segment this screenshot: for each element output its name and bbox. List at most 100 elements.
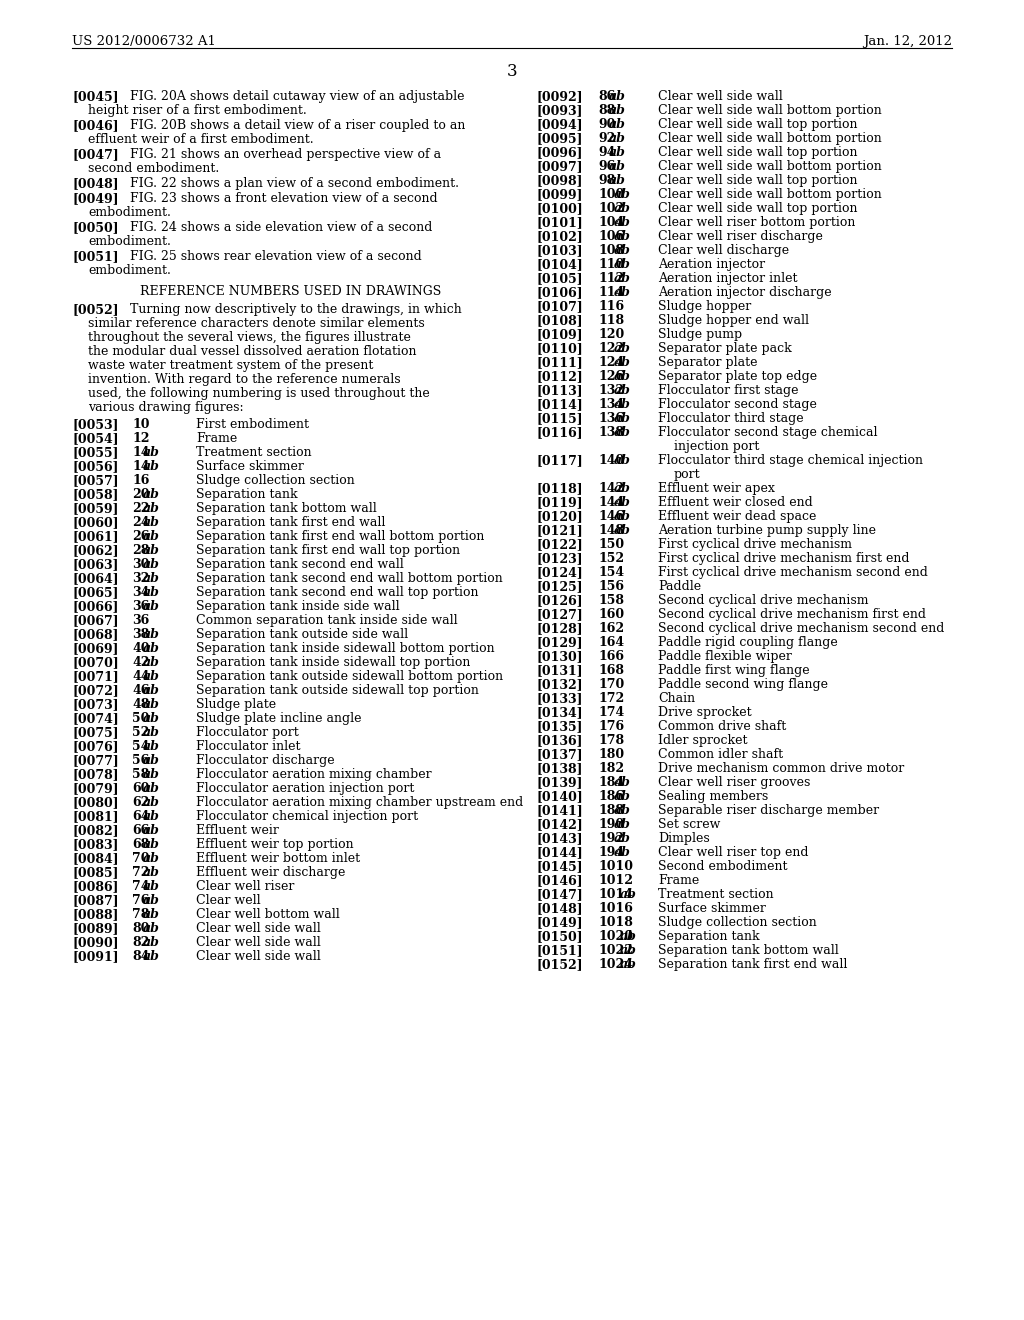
Text: Clear well: Clear well bbox=[196, 894, 261, 907]
Text: ab: ab bbox=[614, 342, 631, 355]
Text: ab: ab bbox=[142, 488, 160, 502]
Text: Effluent weir discharge: Effluent weir discharge bbox=[196, 866, 345, 879]
Text: Flocculator third stage: Flocculator third stage bbox=[658, 412, 804, 425]
Text: Frame: Frame bbox=[196, 432, 238, 445]
Text: 164: 164 bbox=[598, 636, 624, 649]
Text: ab: ab bbox=[614, 454, 631, 467]
Text: 156: 156 bbox=[598, 579, 624, 593]
Text: Surface skimmer: Surface skimmer bbox=[658, 902, 766, 915]
Text: First cyclical drive mechanism first end: First cyclical drive mechanism first end bbox=[658, 552, 909, 565]
Text: [0116]: [0116] bbox=[536, 426, 583, 440]
Text: 134: 134 bbox=[598, 399, 624, 411]
Text: ab: ab bbox=[142, 544, 160, 557]
Text: ab: ab bbox=[142, 572, 160, 585]
Text: [0063]: [0063] bbox=[72, 558, 119, 572]
Text: Flocculator inlet: Flocculator inlet bbox=[196, 741, 300, 752]
Text: 124: 124 bbox=[598, 356, 625, 370]
Text: 3: 3 bbox=[507, 63, 517, 81]
Text: Sludge collection section: Sludge collection section bbox=[658, 916, 817, 929]
Text: 1024: 1024 bbox=[598, 958, 633, 972]
Text: [0085]: [0085] bbox=[72, 866, 119, 879]
Text: ab: ab bbox=[614, 789, 631, 803]
Text: 74: 74 bbox=[132, 880, 150, 894]
Text: Second cyclical drive mechanism: Second cyclical drive mechanism bbox=[658, 594, 868, 607]
Text: [0106]: [0106] bbox=[536, 286, 583, 300]
Text: Flocculator second stage chemical: Flocculator second stage chemical bbox=[658, 426, 878, 440]
Text: 184: 184 bbox=[598, 776, 624, 789]
Text: ab: ab bbox=[609, 132, 626, 145]
Text: 52: 52 bbox=[132, 726, 150, 739]
Text: ab: ab bbox=[142, 936, 160, 949]
Text: 194: 194 bbox=[598, 846, 624, 859]
Text: ab: ab bbox=[614, 370, 631, 383]
Text: 146: 146 bbox=[598, 510, 624, 523]
Text: Separation tank inside sidewall bottom portion: Separation tank inside sidewall bottom p… bbox=[196, 642, 495, 655]
Text: ab: ab bbox=[609, 160, 626, 173]
Text: 32: 32 bbox=[132, 572, 150, 585]
Text: Clear well side wall top portion: Clear well side wall top portion bbox=[658, 202, 857, 215]
Text: [0059]: [0059] bbox=[72, 502, 119, 515]
Text: Jan. 12, 2012: Jan. 12, 2012 bbox=[863, 36, 952, 48]
Text: 1016: 1016 bbox=[598, 902, 633, 915]
Text: [0071]: [0071] bbox=[72, 671, 119, 682]
Text: Separation tank first end wall bottom portion: Separation tank first end wall bottom po… bbox=[196, 531, 484, 543]
Text: Separator plate: Separator plate bbox=[658, 356, 758, 370]
Text: Flocculator first stage: Flocculator first stage bbox=[658, 384, 799, 397]
Text: 86: 86 bbox=[598, 90, 615, 103]
Text: [0057]: [0057] bbox=[72, 474, 119, 487]
Text: ab: ab bbox=[614, 216, 631, 228]
Text: embodiment.: embodiment. bbox=[88, 264, 171, 277]
Text: ab: ab bbox=[142, 908, 160, 921]
Text: ab: ab bbox=[142, 810, 160, 822]
Text: Sludge collection section: Sludge collection section bbox=[196, 474, 354, 487]
Text: [0049]: [0049] bbox=[72, 191, 119, 205]
Text: [0052]: [0052] bbox=[72, 304, 119, 315]
Text: ab: ab bbox=[609, 174, 626, 187]
Text: [0120]: [0120] bbox=[536, 510, 583, 523]
Text: ab: ab bbox=[142, 921, 160, 935]
Text: [0097]: [0097] bbox=[536, 160, 583, 173]
Text: [0099]: [0099] bbox=[536, 187, 583, 201]
Text: 82: 82 bbox=[132, 936, 150, 949]
Text: [0092]: [0092] bbox=[536, 90, 583, 103]
Text: port: port bbox=[674, 469, 700, 480]
Text: ab: ab bbox=[609, 104, 626, 117]
Text: [0055]: [0055] bbox=[72, 446, 119, 459]
Text: 90: 90 bbox=[598, 117, 615, 131]
Text: 10: 10 bbox=[132, 418, 150, 432]
Text: 120: 120 bbox=[598, 327, 625, 341]
Text: [0084]: [0084] bbox=[72, 851, 119, 865]
Text: 1012: 1012 bbox=[598, 874, 633, 887]
Text: [0073]: [0073] bbox=[72, 698, 119, 711]
Text: ab: ab bbox=[614, 202, 631, 215]
Text: [0051]: [0051] bbox=[72, 249, 119, 263]
Text: US 2012/0006732 A1: US 2012/0006732 A1 bbox=[72, 36, 216, 48]
Text: [0082]: [0082] bbox=[72, 824, 119, 837]
Text: 162: 162 bbox=[598, 622, 624, 635]
Text: [0101]: [0101] bbox=[536, 216, 583, 228]
Text: ab: ab bbox=[614, 832, 631, 845]
Text: ab: ab bbox=[142, 558, 160, 572]
Text: Idler sprocket: Idler sprocket bbox=[658, 734, 748, 747]
Text: Clear well riser bottom portion: Clear well riser bottom portion bbox=[658, 216, 855, 228]
Text: 42: 42 bbox=[132, 656, 150, 669]
Text: ab: ab bbox=[142, 741, 160, 752]
Text: waste water treatment system of the present: waste water treatment system of the pres… bbox=[88, 359, 374, 372]
Text: [0061]: [0061] bbox=[72, 531, 119, 543]
Text: ab: ab bbox=[614, 776, 631, 789]
Text: FIG. 25 shows rear elevation view of a second: FIG. 25 shows rear elevation view of a s… bbox=[130, 249, 422, 263]
Text: 136: 136 bbox=[598, 412, 624, 425]
Text: 104: 104 bbox=[598, 216, 625, 228]
Text: the modular dual vessel dissolved aeration flotation: the modular dual vessel dissolved aerati… bbox=[88, 345, 417, 358]
Text: 116: 116 bbox=[598, 300, 624, 313]
Text: [0115]: [0115] bbox=[536, 412, 583, 425]
Text: 68: 68 bbox=[132, 838, 150, 851]
Text: ab: ab bbox=[142, 628, 160, 642]
Text: 88: 88 bbox=[598, 104, 615, 117]
Text: Paddle: Paddle bbox=[658, 579, 701, 593]
Text: effluent weir of a first embodiment.: effluent weir of a first embodiment. bbox=[88, 133, 313, 147]
Text: Separation tank: Separation tank bbox=[658, 931, 760, 942]
Text: 102: 102 bbox=[598, 202, 625, 215]
Text: Clear well side wall bottom portion: Clear well side wall bottom portion bbox=[658, 104, 882, 117]
Text: Frame: Frame bbox=[658, 874, 699, 887]
